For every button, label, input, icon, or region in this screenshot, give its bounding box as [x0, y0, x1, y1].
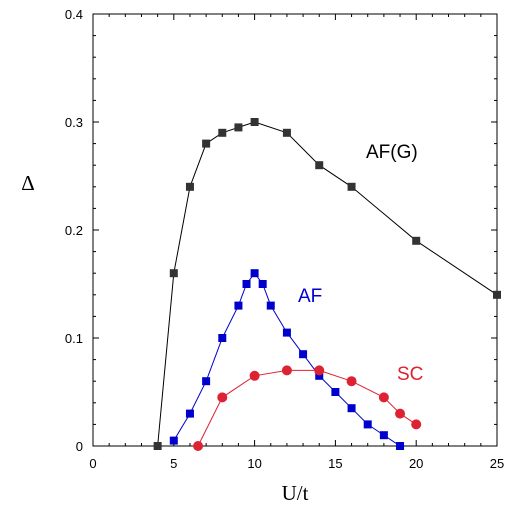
data-point	[234, 123, 243, 132]
data-point	[202, 139, 211, 148]
y-tick-label: 0	[76, 439, 83, 454]
data-point	[379, 431, 388, 440]
series-line	[157, 121, 498, 447]
axis-ticks: 0 5 10 15 20 25 0 0.1 0.2 0.3 0.4	[65, 7, 504, 471]
series-af	[169, 269, 405, 450]
series-line	[173, 272, 401, 447]
x-tick-label: 0	[89, 456, 96, 471]
data-point	[346, 376, 357, 387]
y-axis-title: Δ	[21, 171, 35, 195]
data-point	[202, 377, 211, 386]
x-tick-label: 25	[490, 456, 504, 471]
data-point	[169, 269, 178, 278]
data-point	[185, 409, 194, 418]
data-point	[396, 442, 405, 450]
y-tick-label: 0.2	[65, 223, 83, 238]
y-tick-label: 0.4	[65, 7, 83, 22]
series-label: SC	[397, 364, 423, 385]
data-point	[395, 408, 406, 419]
data-point	[234, 301, 243, 310]
series-labels: AF(G) AF SC	[298, 142, 423, 385]
series-af-g	[153, 118, 501, 450]
data-point	[250, 118, 259, 126]
data-point	[411, 419, 422, 430]
data-point	[281, 365, 292, 376]
data-point	[185, 182, 194, 191]
data-point	[217, 392, 228, 403]
data-point	[299, 350, 308, 359]
data-point	[266, 301, 275, 310]
data-point	[250, 269, 259, 278]
data-point	[315, 371, 324, 380]
y-tick-label: 0.3	[65, 115, 83, 130]
data-point	[314, 365, 325, 376]
data-point	[315, 161, 324, 170]
data-point	[412, 236, 421, 245]
data-point	[378, 392, 389, 403]
x-tick-label: 5	[170, 456, 177, 471]
x-axis-title: U/t	[282, 481, 309, 505]
data-point	[282, 328, 291, 337]
series-sc	[193, 365, 422, 451]
plot-frame	[92, 13, 498, 447]
series-label: AF(G)	[366, 142, 418, 163]
x-tick-label: 20	[409, 456, 423, 471]
data-point	[347, 404, 356, 413]
series-label: AF	[298, 286, 322, 307]
data-point	[363, 420, 372, 429]
x-tick-label: 10	[247, 456, 261, 471]
x-tick-label: 15	[328, 456, 342, 471]
data-point	[249, 370, 260, 381]
data-point	[347, 182, 356, 191]
data-point	[153, 442, 162, 450]
data-point	[282, 128, 291, 137]
data-point	[218, 128, 227, 137]
data-point	[493, 290, 501, 299]
data-point	[242, 280, 251, 288]
y-tick-label: 0.1	[65, 331, 83, 346]
data-point	[258, 280, 267, 288]
series-layer	[153, 118, 501, 451]
data-point	[193, 441, 204, 451]
data-point	[331, 388, 340, 396]
data-point	[218, 334, 227, 342]
data-point	[169, 436, 178, 445]
